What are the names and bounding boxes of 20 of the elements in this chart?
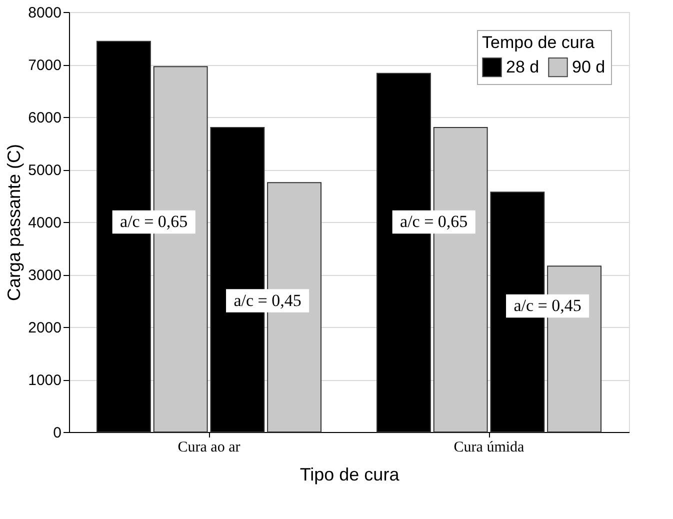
y-tick-label: 2000: [28, 320, 62, 336]
legend-label: 28 d: [506, 57, 540, 76]
annotation: a/c = 0,65: [120, 212, 188, 231]
x-tick-label: Cura úmida: [454, 440, 525, 456]
y-tick-label: 1000: [28, 372, 62, 389]
legend-label: 90 d: [572, 57, 606, 76]
y-axis-title: Carga passante (C): [4, 144, 24, 302]
y-tick-label: 5000: [28, 162, 62, 179]
y-tick-label: 8000: [28, 4, 62, 22]
annotation: a/c = 0,45: [234, 290, 302, 310]
y-tick-label: 7000: [28, 57, 62, 74]
x-axis-title: Tipo de cura: [300, 464, 400, 484]
y-tick-label: 6000: [28, 110, 62, 126]
annotation: a/c = 0,45: [514, 296, 582, 315]
x-tick-label: Cura ao ar: [178, 440, 240, 456]
annotation: a/c = 0,65: [400, 212, 468, 231]
y-tick-label: 4000: [28, 214, 62, 232]
legend-title: Tempo de cura: [482, 33, 595, 52]
y-tick-label: 0: [53, 424, 62, 442]
y-tick-label: 3000: [28, 267, 62, 284]
